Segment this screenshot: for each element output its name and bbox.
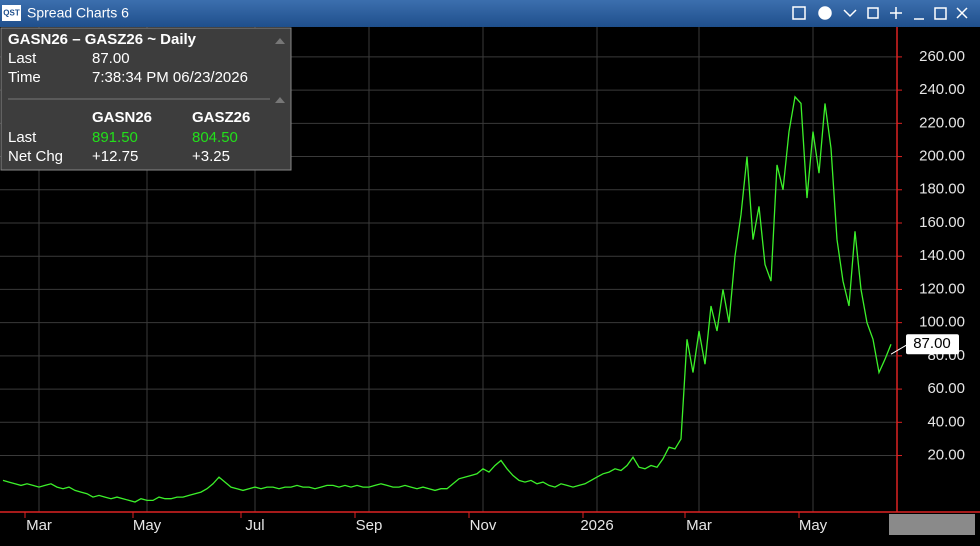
y-tick-label: 160.00 (919, 214, 965, 231)
y-tick-label: 120.00 (919, 280, 965, 297)
value: +12.75 (92, 148, 138, 165)
y-tick-label: 140.00 (919, 247, 965, 264)
value: +3.25 (192, 148, 230, 165)
value: 87.00 (92, 50, 130, 67)
x-tick-label: May (133, 517, 162, 534)
label: Time (8, 69, 41, 86)
close-button[interactable] (956, 7, 968, 19)
x-tick-label: May (799, 517, 828, 534)
y-tick-label: 180.00 (919, 181, 965, 198)
cascade-button[interactable] (867, 7, 879, 19)
last-value-pointer (890, 343, 909, 355)
y-tick-label: 260.00 (919, 48, 965, 65)
logo: QST (3, 9, 20, 18)
detach-button[interactable] (792, 6, 806, 20)
title-bar (0, 0, 980, 27)
x-tick-label: Nov (470, 517, 497, 534)
x-tick-label: Sep (356, 517, 383, 534)
y-tick-label: 200.00 (919, 148, 965, 165)
last-value-box (906, 334, 959, 355)
y-tick-label: 20.00 (927, 446, 965, 463)
plot-area: 20.0040.0060.0080.00100.00120.00140.0016… (0, 27, 980, 535)
label: Last (8, 50, 37, 67)
info-panel: GASN26 – GASZ26 ~ Daily Last 87.00 Time … (0, 27, 292, 171)
y-tick-label: 220.00 (919, 114, 965, 131)
move-button[interactable] (890, 7, 902, 19)
dropdown-button[interactable] (843, 9, 857, 18)
x-tick-label: Mar (686, 517, 712, 534)
window-controls (792, 6, 968, 20)
x-tick-label: Mar (26, 517, 52, 534)
maximize-button[interactable] (934, 7, 947, 20)
label: Net Chg (8, 148, 63, 165)
series-line (2, 95, 892, 503)
last-value-label: 87.00 (913, 335, 951, 352)
y-tick-label: 240.00 (919, 81, 965, 98)
window-title: Spread Charts 6 (27, 5, 129, 21)
value: 891.50 (92, 129, 138, 146)
leg-header: GASZ26 (192, 109, 250, 126)
value: 7:38:34 PM 06/23/2026 (92, 69, 248, 86)
y-tick-label: 60.00 (927, 380, 965, 397)
value: 804.50 (192, 129, 238, 146)
leg-header: GASN26 (92, 109, 152, 126)
y-tick-label: 100.00 (919, 314, 965, 331)
logo-box (2, 5, 21, 21)
scroll-block (889, 514, 975, 535)
panel-heading: GASN26 – GASZ26 ~ Daily (8, 31, 197, 48)
label: Last (8, 129, 37, 146)
y-tick-label: 40.00 (927, 413, 965, 430)
x-tick-label: Jul (245, 517, 264, 534)
x-tick-label: 2026 (580, 517, 613, 534)
settings-button[interactable] (818, 6, 832, 20)
